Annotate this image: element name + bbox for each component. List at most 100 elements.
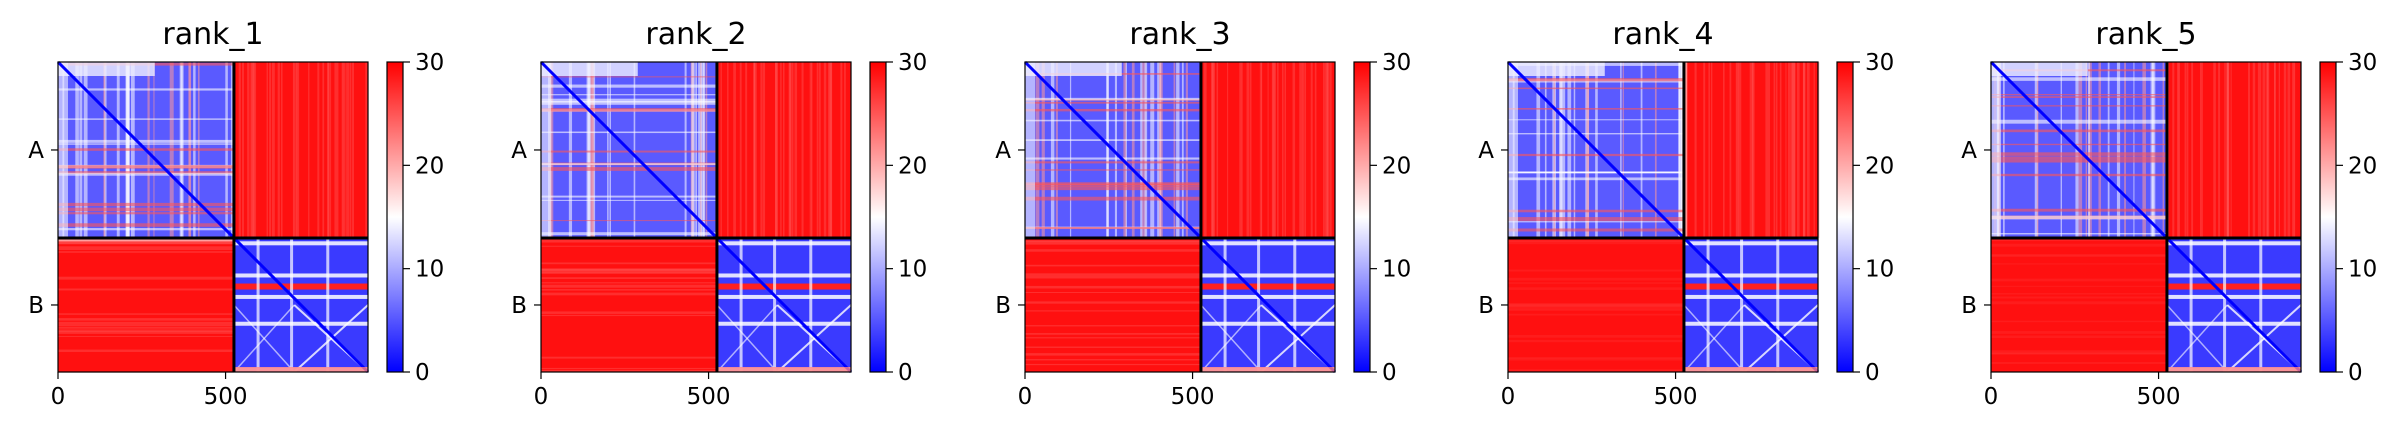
texture-streak [1025,183,1201,187]
texture-streak [1678,62,1683,238]
texture-streak [2178,62,2181,238]
texture-streak [1025,333,1201,335]
texture-streak [2116,62,2121,238]
colorbar: 0 10 20 30 [386,50,444,386]
texture-streak [1508,313,1684,316]
axes-frame [540,61,852,373]
panel-3: rank_3 0 500 A B 0 10 20 30 [995,17,1411,410]
texture-streak [790,62,792,238]
block-A-B [716,62,851,238]
texture-streak [1802,62,1806,238]
texture-band [233,367,368,372]
texture-band [1683,283,1818,290]
texture-streak [1025,291,1201,294]
y-tick-label: B [28,293,44,319]
texture-streak [1991,96,2167,98]
texture-streak [1025,157,1201,160]
texture-streak [810,62,813,238]
texture-streak [698,62,702,238]
texture-streak [733,62,736,238]
panel-2: rank_2 0 500 A B 0 10 20 30 [511,17,927,410]
texture-streak [250,62,253,238]
colorbar-tick-label: 10 [2348,257,2377,283]
texture-streak [329,62,332,238]
texture-streak [1185,62,1188,238]
diagonal-A [56,60,236,240]
texture-streak [541,311,717,314]
texture-streak [58,241,234,244]
colorbar-tick-label: 0 [1382,360,1397,386]
texture-streak [2293,62,2296,238]
diagonal-A [1989,60,2169,240]
panel-4: rank_4 0 500 A B 0 10 20 30 [1478,17,1894,410]
texture-streak [1055,62,1058,238]
texture-band [1200,294,1335,299]
texture-streak [1025,169,1201,171]
texture-band [1683,321,1818,326]
texture-x [1200,304,1262,373]
panel-title: rank_5 [2095,17,2196,52]
texture-streak [1735,62,1738,238]
y-tick-label: A [995,138,1011,164]
texture-streak [1508,277,1684,281]
texture-streak [762,62,766,238]
texture-streak [720,62,722,238]
texture-streak [1176,62,1180,238]
texture-band [1200,367,1335,372]
texture-streak [58,207,234,212]
texture-streak [349,62,352,238]
texture-streak [700,62,705,238]
colorbar-tick-label: 20 [898,153,927,179]
texture-patch [541,62,551,238]
texture-streak [58,165,234,169]
colorbar-tick-label: 0 [2348,360,2363,386]
texture-streak [1791,62,1794,238]
texture-streak [1736,62,1739,238]
texture-streak [1991,296,2167,299]
texture-streak [745,62,748,238]
texture-streak [1508,334,1684,338]
texture-streak [238,62,241,238]
y-tick-label: A [511,138,527,164]
texture-streak [1813,62,1815,238]
texture-streak [775,62,778,238]
texture-streak [1025,242,1201,245]
texture-streak [2266,62,2269,238]
texture-streak [541,268,717,271]
texture-streak [2226,62,2229,238]
texture-band [1706,237,1710,372]
texture-x [2226,304,2302,373]
texture-streak [58,246,234,249]
texture-streak [1722,62,1725,238]
texture-streak [2226,62,2230,238]
texture-streak [2287,62,2291,238]
texture-streak [1991,105,2167,107]
colorbar: 0 10 20 30 [1836,50,1894,386]
colorbar-tick-label: 30 [415,50,444,76]
x-tick-label: 500 [687,384,731,410]
texture-streak [1796,62,1800,238]
texture-band [1257,237,1261,372]
texture-streak [1025,139,1201,141]
texture-streak [2278,62,2280,238]
texture-streak [760,62,763,238]
texture-streak [336,62,339,238]
x-tick-label: 500 [204,384,248,410]
texture-band [256,237,260,372]
texture-streak [1301,62,1305,238]
texture-streak [1157,62,1161,238]
texture-streak [1239,62,1242,238]
texture-streak [292,62,295,238]
block-B-A [58,237,234,372]
texture-streak [1773,62,1776,238]
texture-band [739,237,743,372]
texture-streak [58,202,234,207]
texture-streak [1991,278,2167,282]
texture-streak [739,62,742,238]
diagonal-A [539,60,719,240]
texture-streak [1703,62,1706,238]
texture-band [716,367,851,372]
texture-band [2166,283,2301,290]
colorbar-tick-label: 30 [898,50,927,76]
